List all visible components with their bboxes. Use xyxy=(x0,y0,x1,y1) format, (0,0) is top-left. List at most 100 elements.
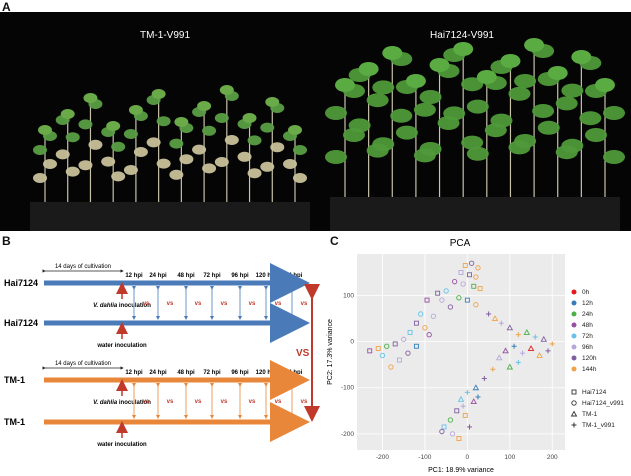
tm1-vs-label: vs xyxy=(249,399,256,405)
tm1-plant-leaf xyxy=(247,168,262,179)
hai7124-plant-top-leaf xyxy=(524,38,545,52)
plot-area xyxy=(357,254,565,450)
tm1-plant-leaf xyxy=(123,129,138,139)
data-point xyxy=(447,304,454,310)
hai7124-plant-leaf xyxy=(508,86,531,101)
tm1-plant-top-leaf xyxy=(197,101,212,111)
tm1-plant-leaf xyxy=(123,165,138,175)
tm1-plant-leaf xyxy=(55,149,70,160)
data-point xyxy=(464,297,470,303)
tm1-treated-timepoint-label: 144 hpi xyxy=(282,370,303,376)
hai7124-control-genotype-label: Hai7124 xyxy=(4,318,38,328)
data-point xyxy=(447,417,454,423)
data-point xyxy=(439,297,445,303)
data-point xyxy=(435,290,441,296)
data-point xyxy=(470,398,477,405)
panel-a-letter: A xyxy=(2,0,11,14)
legend-time-label: 48h xyxy=(582,322,593,329)
hai7124-v991-label: Hai7124-V991 xyxy=(430,30,494,41)
hai7124-plant-top-leaf xyxy=(358,62,379,76)
data-point xyxy=(407,329,413,335)
hai7124-plant-top-leaf xyxy=(429,58,450,72)
hai7124-plant-leaf xyxy=(395,125,418,140)
hai7124-plants-group xyxy=(325,38,625,197)
tm1-plant-leaf xyxy=(101,156,116,167)
tm1-vs-label: vs xyxy=(195,399,202,405)
data-point xyxy=(413,320,419,326)
data-point xyxy=(506,324,514,331)
hai7124-plant-leaf xyxy=(443,106,466,121)
tm1-plant-leaf xyxy=(214,157,229,167)
data-point xyxy=(498,320,504,326)
legend-time-marker xyxy=(571,311,577,317)
hai7124-plant-leaf xyxy=(490,113,513,128)
data-point xyxy=(506,363,514,370)
tm1-plant-leaf xyxy=(133,147,148,157)
hai7124-vs-label: vs xyxy=(143,301,150,307)
tm1-plant-leaf xyxy=(283,159,297,169)
legend: 0h 12h 24h 48h 72h 96h 120h 144h Hai7124 Hai7124_… xyxy=(570,289,624,429)
tm1-vs-label: vs xyxy=(275,399,282,405)
data-point xyxy=(441,424,447,430)
x-tick-label: -100 xyxy=(418,454,431,461)
data-point xyxy=(418,311,424,317)
data-point xyxy=(460,281,466,287)
legend-shape-label: Hai7124_v991 xyxy=(582,400,624,407)
data-point xyxy=(384,343,390,349)
tm1-plant-leaf xyxy=(224,135,239,145)
x-tick-label: -200 xyxy=(376,454,389,461)
data-point xyxy=(468,260,475,266)
tm1-plant-leaf xyxy=(260,161,275,172)
data-point xyxy=(545,348,551,354)
data-point xyxy=(475,394,481,400)
tm1-plant-top-leaf xyxy=(242,113,257,123)
data-point xyxy=(451,279,458,285)
genotype-vs-label: VS xyxy=(296,348,310,359)
data-point xyxy=(439,428,445,435)
hai7124-plant-leaf xyxy=(325,150,347,164)
tm1-plants-group xyxy=(33,85,307,202)
hai7124-plant-leaf xyxy=(561,83,584,98)
tm1-plant-top-leaf xyxy=(174,117,189,127)
tick-labels: -200 -100 0 100 200 -200 -100 0 100 xyxy=(341,293,558,461)
hai7124-plant-top-leaf xyxy=(595,78,615,92)
tm1-vs-label: vs xyxy=(301,399,308,405)
hai7124-plant-leaf xyxy=(555,96,578,111)
data-point xyxy=(486,311,492,317)
data-point xyxy=(426,332,432,338)
tm1-plant-leaf xyxy=(43,159,57,169)
legend-shape-marker xyxy=(571,422,577,428)
y-tick-label: 0 xyxy=(350,339,354,346)
data-point xyxy=(396,357,402,363)
pots-left xyxy=(30,202,310,231)
hai7124-vs-label: vs xyxy=(301,301,308,307)
x-tick-label: 200 xyxy=(547,454,558,461)
data-point xyxy=(458,269,464,275)
tm1-plant-leaf xyxy=(78,119,93,130)
hai7124-control-inoculation-label: water inoculation xyxy=(96,343,147,349)
tm1-v991-label: TM-1-V991 xyxy=(140,30,190,41)
tm1-plant-leaf xyxy=(111,141,126,152)
data-point xyxy=(536,352,543,358)
data-point xyxy=(464,389,470,395)
data-point xyxy=(515,332,521,338)
tm1-plant-leaf xyxy=(78,160,93,171)
data-point xyxy=(477,286,483,292)
data-point xyxy=(471,283,477,289)
data-point xyxy=(490,366,496,372)
hai7124-plant-leaf xyxy=(514,134,537,148)
legend-time-label: 12h xyxy=(582,300,593,307)
data-point xyxy=(473,302,479,308)
data-point xyxy=(520,350,526,356)
hai7124-treated-timepoint-label: 96 hpi xyxy=(231,273,249,279)
data-point xyxy=(430,313,437,319)
tm1-plant-leaf xyxy=(293,173,307,183)
data-point xyxy=(502,347,509,354)
data-point xyxy=(443,288,449,294)
tm1-plant-leaf xyxy=(169,138,184,149)
hai7124-plant-top-leaf xyxy=(405,74,426,88)
hai7124-plant-leaf xyxy=(413,102,436,117)
legend-time-label: 0h xyxy=(582,289,590,296)
panel-c-letter: C xyxy=(330,234,339,248)
legend-time-label: 72h xyxy=(582,333,593,340)
